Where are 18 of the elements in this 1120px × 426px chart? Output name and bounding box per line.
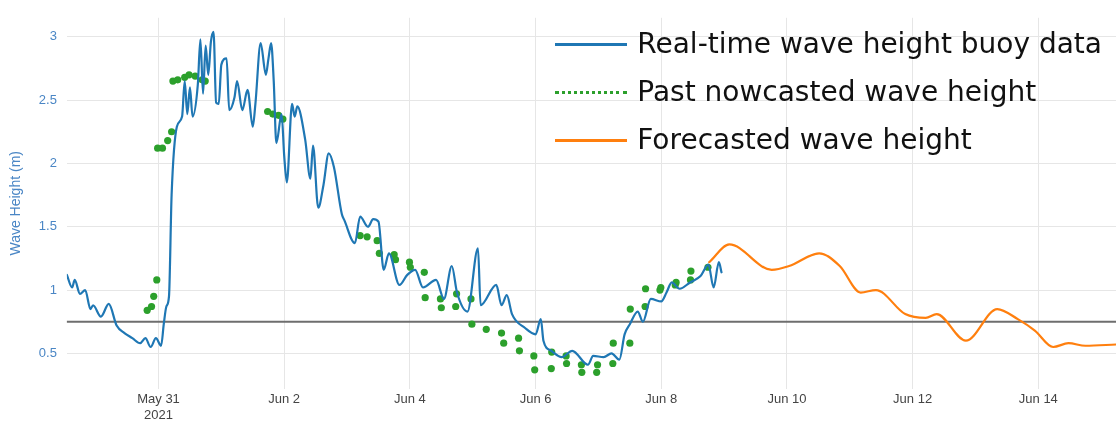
y-axis-title: Wave Height (m) [7, 151, 24, 256]
x-tick-label: Jun 2 [268, 391, 301, 407]
y-tick-label: 3 [49, 28, 57, 44]
x-tick-label: Jun 6 [519, 391, 552, 407]
legend-label: Forecasted wave height [637, 122, 972, 158]
x-tick-label: Jun 14 [1018, 391, 1058, 407]
x-tick-label: Jun 8 [645, 391, 678, 407]
x-tick-label: May 31 2021 [137, 391, 180, 422]
y-tick-label: 1 [49, 281, 57, 297]
x-tick-label: Jun 4 [393, 391, 426, 407]
y-tick-label: 2 [49, 154, 57, 170]
x-tick-label: Jun 10 [767, 391, 807, 407]
x-tick-label: Jun 12 [893, 391, 933, 407]
legend-label: Real-time wave height buoy data [637, 26, 1102, 62]
y-tick-label: 1.5 [38, 218, 57, 234]
y-tick-label: 2.5 [38, 91, 57, 107]
y-tick-label: 0.5 [38, 344, 57, 360]
legend-label: Past nowcasted wave height [637, 74, 1037, 110]
